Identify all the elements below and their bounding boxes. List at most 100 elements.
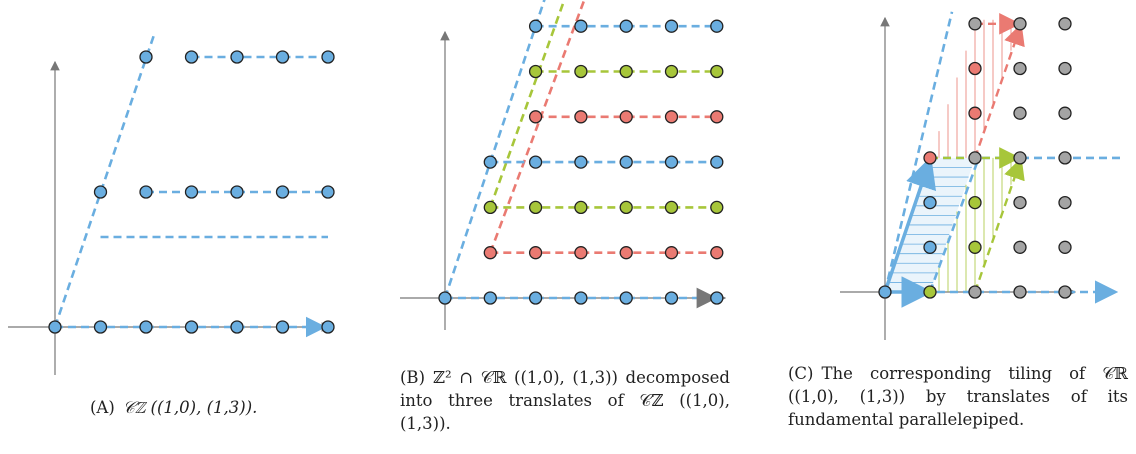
lattice-point [230, 50, 244, 64]
lattice-point [923, 195, 937, 210]
lattice-point [923, 285, 937, 299]
lattice-point [1013, 240, 1027, 254]
lattice-point [275, 185, 290, 199]
lattice-point [619, 155, 633, 169]
caption-a-tag: (A) [90, 398, 115, 417]
lattice-point [93, 185, 108, 199]
lattice-point [619, 246, 633, 260]
lattice-point [528, 110, 543, 124]
lattice-point [664, 246, 679, 260]
lattice-point [1058, 17, 1072, 31]
lattice-point [968, 240, 982, 254]
lattice-point [139, 50, 153, 64]
caption-c: (C) The corresponding tiling of 𝒞ℝ ((1,0)… [788, 362, 1128, 431]
lattice-point [710, 291, 724, 305]
lattice-point [664, 19, 679, 33]
lattice-point [1013, 195, 1027, 210]
lattice-point [574, 110, 588, 124]
lattice-point [968, 285, 982, 299]
lattice-point [968, 106, 982, 120]
lattice-point [139, 185, 153, 199]
lattice-point [528, 246, 543, 260]
lattice-point [574, 200, 588, 215]
lattice-point [619, 64, 633, 79]
lattice-point [619, 110, 633, 124]
lattice-point [968, 17, 982, 31]
lattice-point [574, 246, 588, 260]
caption-c-tag: (C) [788, 364, 814, 383]
caption-c-text: The corresponding tiling of 𝒞ℝ ((1,0), (… [788, 364, 1128, 429]
caption-a-text: 𝒞ℤ ((1,0), (1,3)). [122, 398, 258, 417]
lattice-point [483, 246, 497, 260]
lattice-point [230, 320, 244, 334]
lattice-point [1013, 285, 1027, 299]
panel-a-diagram [8, 31, 335, 375]
lattice-point [664, 110, 679, 124]
lattice-point [1058, 240, 1072, 254]
red-tile-edge [973, 23, 1025, 159]
ray-edge [928, 159, 980, 293]
caption-a: (A) 𝒞ℤ ((1,0), (1,3)). [90, 396, 350, 419]
lattice-point [321, 320, 335, 334]
lattice-point [528, 291, 543, 305]
generator-ray-1-3 [53, 31, 157, 328]
generator-vector-1-3 [883, 156, 937, 293]
lattice-point [923, 240, 937, 254]
lattice-point [619, 200, 633, 215]
generator-ray-1-3 [883, 11, 954, 293]
lattice-point [1013, 61, 1027, 76]
lattice-point [710, 246, 724, 260]
lattice-point [528, 200, 543, 215]
lattice-point [968, 195, 982, 210]
lattice-point [664, 291, 679, 305]
lattice-point [1058, 61, 1072, 76]
lattice-point [574, 155, 588, 169]
lattice-point [321, 50, 335, 64]
caption-b-tag: (B) [400, 368, 425, 387]
lattice-point [139, 320, 153, 334]
lattice-point [1013, 17, 1027, 31]
lattice-point [710, 110, 724, 124]
lattice-point [184, 185, 199, 199]
green-tile-edge [973, 157, 1025, 293]
lattice-point [968, 151, 982, 165]
lattice-point [710, 200, 724, 215]
lattice-point [483, 200, 497, 215]
lattice-point [710, 19, 724, 33]
lattice-point [664, 64, 679, 79]
lattice-point [1058, 285, 1072, 299]
lattice-point [438, 291, 452, 305]
lattice-point [528, 64, 543, 79]
lattice-point [230, 185, 244, 199]
lattice-point [184, 50, 199, 64]
panel-c-diagram [840, 11, 1120, 340]
lattice-point [710, 64, 724, 79]
lattice-point [1058, 195, 1072, 210]
lattice-point [483, 291, 497, 305]
lattice-point [574, 291, 588, 305]
panel-b-diagram [400, 0, 727, 330]
lattice-point [968, 61, 982, 76]
lattice-point [184, 320, 199, 334]
lattice-point [48, 320, 62, 334]
lattice-point [619, 291, 633, 305]
lattice-point [483, 155, 497, 169]
lattice-point [93, 320, 108, 334]
tiling-diagram-c [878, 11, 1120, 308]
lattice-point [574, 19, 588, 33]
caption-b: (B) ℤ² ∩ 𝒞ℝ ((1,0), (1,3)) decomposed int… [400, 366, 730, 435]
green-translate-ray [489, 0, 566, 208]
lattice-point [574, 64, 588, 79]
semigroup-points-a [48, 31, 335, 338]
red-translate-ray [489, 0, 586, 254]
lattice-point [1058, 106, 1072, 120]
lattice-point [619, 19, 633, 33]
lattice-point [664, 200, 679, 215]
decomposition-points-b [438, 0, 724, 309]
lattice-point [275, 50, 290, 64]
generator-ray-1-3 [443, 0, 546, 299]
lattice-point [1013, 151, 1027, 165]
lattice-point [528, 19, 543, 33]
lattice-point [878, 285, 892, 299]
lattice-point [923, 151, 937, 165]
